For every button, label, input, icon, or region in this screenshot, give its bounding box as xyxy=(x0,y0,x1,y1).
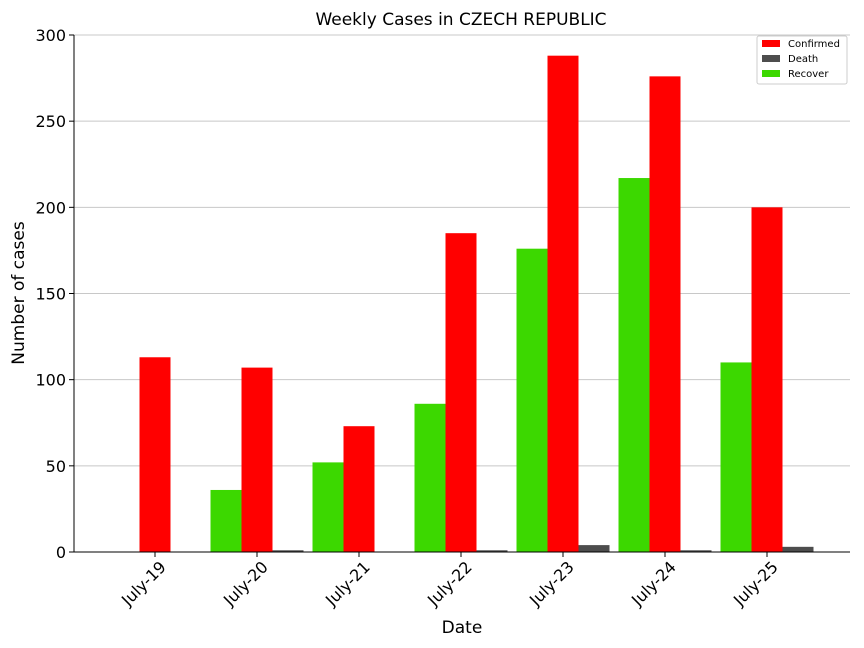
x-tick-label: July-23 xyxy=(525,557,578,610)
bar-recover-july-23 xyxy=(516,248,548,552)
x-ticks: July-19 July-20 July-21 July-22 July-23 July-… xyxy=(117,552,782,610)
x-tick-label: July-21 xyxy=(321,557,374,610)
bar-death-july-20 xyxy=(272,550,304,552)
y-axis-label: Number of cases xyxy=(9,221,29,365)
legend-label-confirmed: Confirmed xyxy=(788,39,840,50)
legend-swatch-confirmed xyxy=(762,40,780,47)
bar-recover-july-22 xyxy=(414,403,446,552)
y-tick-label: 250 xyxy=(35,112,66,131)
x-tick-label: July-22 xyxy=(423,557,476,610)
bar-confirmed-july-24 xyxy=(649,76,681,553)
x-tick-label: July-20 xyxy=(219,557,272,610)
legend-label-death: Death xyxy=(788,54,818,65)
bar-death-july-22 xyxy=(476,550,508,552)
chart-title: Weekly Cases in CZECH REPUBLIC xyxy=(315,10,606,30)
legend-label-recover: Recover xyxy=(788,69,829,80)
legend-swatch-recover xyxy=(762,70,780,77)
bar-recover-july-24 xyxy=(618,178,650,552)
y-tick-label: 0 xyxy=(56,543,66,562)
bar-confirmed-july-22 xyxy=(445,233,477,552)
x-axis-label: Date xyxy=(442,618,483,638)
y-tick-label: 150 xyxy=(35,285,66,304)
x-tick-label: July-25 xyxy=(729,557,782,610)
y-ticks: 0 50 100 150 200 250 300 xyxy=(35,26,74,562)
legend: Confirmed Death Recover xyxy=(756,35,848,85)
y-tick-label: 50 xyxy=(46,457,66,476)
bar-confirmed-july-23 xyxy=(547,55,579,553)
bar-confirmed-july-25 xyxy=(751,207,783,553)
bar-confirmed-july-21 xyxy=(343,426,375,552)
bar-death-july-24 xyxy=(680,550,712,552)
y-tick-label: 200 xyxy=(35,198,66,217)
legend-swatch-death xyxy=(762,55,780,62)
bar-recover-july-20 xyxy=(210,489,242,552)
y-tick-label: 100 xyxy=(35,371,66,390)
bars xyxy=(139,55,814,553)
bar-confirmed-july-20 xyxy=(241,367,273,552)
bar-death-july-25 xyxy=(782,546,814,552)
x-tick-label: July-19 xyxy=(117,557,170,610)
bar-recover-july-25 xyxy=(720,362,752,552)
x-tick-label: July-24 xyxy=(627,557,680,610)
bar-recover-july-21 xyxy=(312,462,344,552)
bar-confirmed-july-19 xyxy=(139,357,171,552)
y-tick-label: 300 xyxy=(35,26,66,45)
bar-death-july-23 xyxy=(578,545,610,552)
